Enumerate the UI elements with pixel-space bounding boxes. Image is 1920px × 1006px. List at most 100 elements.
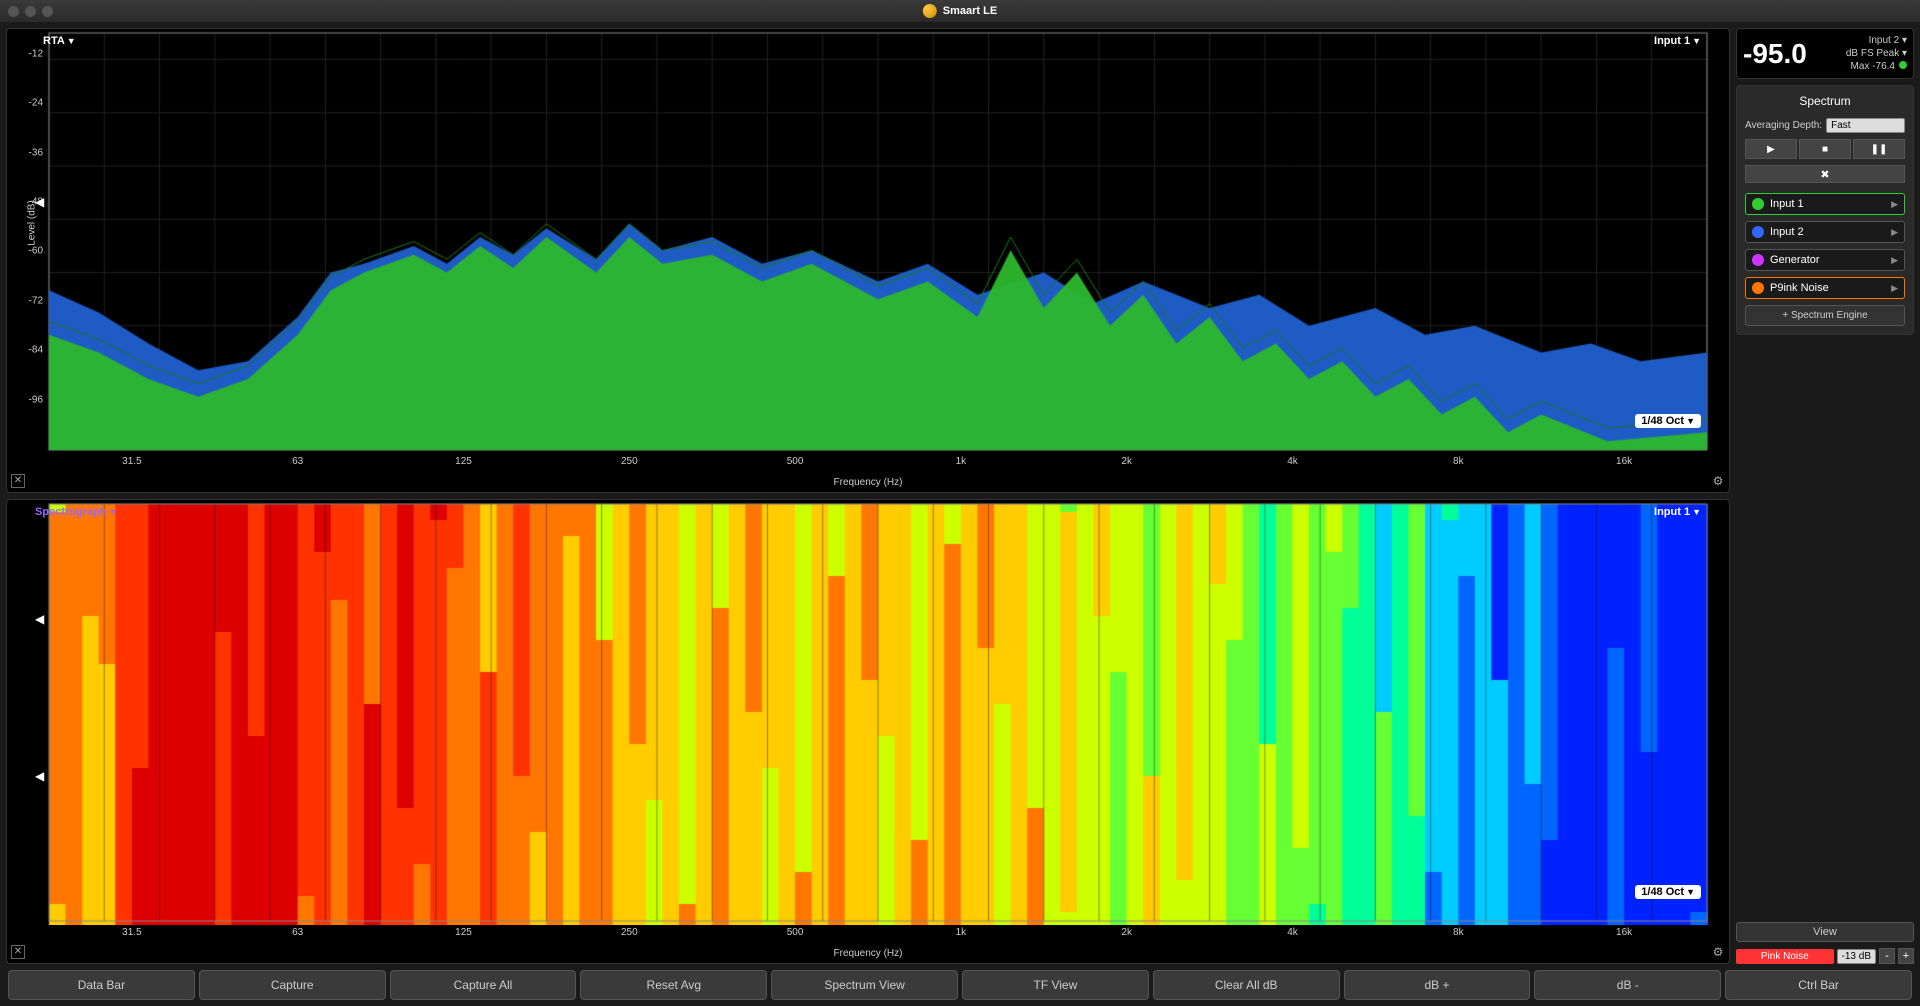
bottom-toolbar: Data BarCaptureCapture AllReset AvgSpect… — [0, 970, 1920, 1006]
zoom-window-icon[interactable] — [42, 6, 53, 17]
channel-color-icon — [1752, 282, 1764, 294]
x-tick: 1k — [956, 456, 967, 467]
x-tick: 500 — [787, 927, 804, 938]
rta-panel: RTA Input 1 1/48 Oct ◀ Level (dB) -12-24… — [6, 28, 1730, 493]
x-tick: 2k — [1121, 456, 1132, 467]
spectrograph-marker-top[interactable]: ◀ — [35, 612, 44, 626]
x-tick: 2k — [1121, 927, 1132, 938]
rta-level-marker[interactable]: ◀ — [35, 195, 44, 209]
generator-minus-button[interactable]: - — [1879, 948, 1895, 964]
generator-controls: Pink Noise -13 dB - + — [1736, 948, 1914, 964]
spectrograph-settings-icon[interactable]: ⚙ — [1711, 945, 1725, 959]
channel-play-icon[interactable]: ▶ — [1891, 227, 1898, 238]
rta-settings-icon[interactable]: ⚙ — [1711, 474, 1725, 488]
channel-row-p9ink-noise[interactable]: P9ink Noise ▶ — [1745, 277, 1905, 299]
x-tick: 250 — [621, 927, 638, 938]
spectrograph-plot[interactable] — [7, 500, 1729, 925]
channel-color-icon — [1752, 198, 1764, 210]
bottom-button-clear-all-db[interactable]: Clear All dB — [1153, 970, 1340, 1000]
side-panel: -95.0 Input 2 ▾ dB FS Peak ▾ Max -76.4 S… — [1736, 28, 1914, 964]
spectrograph-oct-dropdown[interactable]: 1/48 Oct — [1635, 885, 1701, 899]
channel-play-icon[interactable]: ▶ — [1891, 199, 1898, 210]
spectrograph-panel: Spectrograph Input 1 1/48 Oct ◀ ◀ 31.5 63… — [6, 499, 1730, 964]
x-tick: 1k — [956, 927, 967, 938]
titlebar: Smaart LE — [0, 0, 1920, 22]
meter-input-dropdown[interactable]: Input 2 ▾ — [1869, 35, 1907, 46]
spectrograph-close-icon[interactable]: ✕ — [11, 945, 25, 959]
spectrograph-x-ticks: 31.5 63 125 250 500 1k 2k 4k 8k 16k — [49, 925, 1707, 939]
stop-button[interactable]: ■ — [1799, 139, 1851, 159]
play-button[interactable]: ▶ — [1745, 139, 1797, 159]
pause-button[interactable]: ❚❚ — [1853, 139, 1905, 159]
bottom-button-tf-view[interactable]: TF View — [962, 970, 1149, 1000]
channel-color-icon — [1752, 226, 1764, 238]
x-tick: 500 — [787, 456, 804, 467]
app-title-text: Smaart LE — [943, 5, 997, 17]
x-tick: 250 — [621, 456, 638, 467]
bottom-button-db-[interactable]: dB - — [1534, 970, 1721, 1000]
spectrograph-input-dropdown[interactable]: Input 1 — [1654, 506, 1701, 518]
generator-level[interactable]: -13 dB — [1837, 949, 1876, 964]
channel-color-icon — [1752, 254, 1764, 266]
x-tick: 8k — [1453, 927, 1464, 938]
x-tick: 31.5 — [122, 456, 141, 467]
view-button[interactable]: View — [1736, 922, 1914, 942]
bottom-button-db-[interactable]: dB + — [1344, 970, 1531, 1000]
generator-type[interactable]: Pink Noise — [1736, 949, 1834, 964]
channel-row-generator[interactable]: Generator ▶ — [1745, 249, 1905, 271]
channel-row-input-1[interactable]: Input 1 ▶ — [1745, 193, 1905, 215]
spectrograph-marker-bottom[interactable]: ◀ — [35, 769, 44, 783]
spectrum-title: Spectrum — [1745, 94, 1905, 108]
add-spectrum-engine-button[interactable]: + Spectrum Engine — [1745, 305, 1905, 326]
app-icon — [923, 4, 937, 18]
bottom-button-spectrum-view[interactable]: Spectrum View — [771, 970, 958, 1000]
meter-value: -95.0 — [1743, 38, 1846, 70]
channel-label: P9ink Noise — [1770, 282, 1885, 294]
bottom-button-data-bar[interactable]: Data Bar — [8, 970, 195, 1000]
rta-input-dropdown[interactable]: Input 1 — [1654, 35, 1701, 47]
meter-max: Max -76.4 — [1851, 61, 1907, 72]
avg-depth-label: Averaging Depth: — [1745, 120, 1822, 131]
window-controls — [8, 6, 53, 17]
rta-title-dropdown[interactable]: RTA — [43, 35, 76, 47]
tools-button[interactable]: ✖ — [1745, 165, 1905, 183]
x-tick: 4k — [1287, 927, 1298, 938]
x-tick: 16k — [1616, 456, 1632, 467]
generator-plus-button[interactable]: + — [1898, 948, 1914, 964]
bottom-button-ctrl-bar[interactable]: Ctrl Bar — [1725, 970, 1912, 1000]
channel-row-input-2[interactable]: Input 2 ▶ — [1745, 221, 1905, 243]
avg-depth-select[interactable]: Fast — [1826, 118, 1905, 133]
x-tick: 63 — [292, 456, 303, 467]
x-tick: 63 — [292, 927, 303, 938]
close-window-icon[interactable] — [8, 6, 19, 17]
channel-list: Input 1 ▶ Input 2 ▶ Generator ▶ P9ink Noise ▶ — [1745, 193, 1905, 299]
spectrograph-title-dropdown[interactable]: Spectrograph — [35, 506, 117, 518]
meter-mode-dropdown[interactable]: dB FS Peak ▾ — [1846, 48, 1907, 59]
spectrum-controls: Spectrum Averaging Depth: Fast ▶ ■ ❚❚ ✖ … — [1736, 85, 1914, 335]
x-tick: 16k — [1616, 927, 1632, 938]
x-tick: 125 — [455, 456, 472, 467]
spectrograph-x-label: Frequency (Hz) — [834, 948, 903, 959]
channel-play-icon[interactable]: ▶ — [1891, 255, 1898, 266]
rta-oct-dropdown[interactable]: 1/48 Oct — [1635, 414, 1701, 428]
rta-plot[interactable] — [7, 29, 1729, 454]
app-title: Smaart LE — [923, 4, 997, 18]
x-tick: 125 — [455, 927, 472, 938]
channel-label: Input 1 — [1770, 198, 1885, 210]
meter-led-icon — [1899, 61, 1907, 69]
rta-x-label: Frequency (Hz) — [834, 477, 903, 488]
bottom-button-capture-all[interactable]: Capture All — [390, 970, 577, 1000]
transport-controls: ▶ ■ ❚❚ — [1745, 139, 1905, 159]
channel-label: Input 2 — [1770, 226, 1885, 238]
minimize-window-icon[interactable] — [25, 6, 36, 17]
channel-label: Generator — [1770, 254, 1885, 266]
x-tick: 8k — [1453, 456, 1464, 467]
level-meter: -95.0 Input 2 ▾ dB FS Peak ▾ Max -76.4 — [1736, 28, 1914, 79]
rta-x-ticks: 31.5 63 125 250 500 1k 2k 4k 8k 16k — [49, 454, 1707, 468]
x-tick: 31.5 — [122, 927, 141, 938]
channel-play-icon[interactable]: ▶ — [1891, 283, 1898, 294]
bottom-button-reset-avg[interactable]: Reset Avg — [580, 970, 767, 1000]
bottom-button-capture[interactable]: Capture — [199, 970, 386, 1000]
rta-close-icon[interactable]: ✕ — [11, 474, 25, 488]
x-tick: 4k — [1287, 456, 1298, 467]
